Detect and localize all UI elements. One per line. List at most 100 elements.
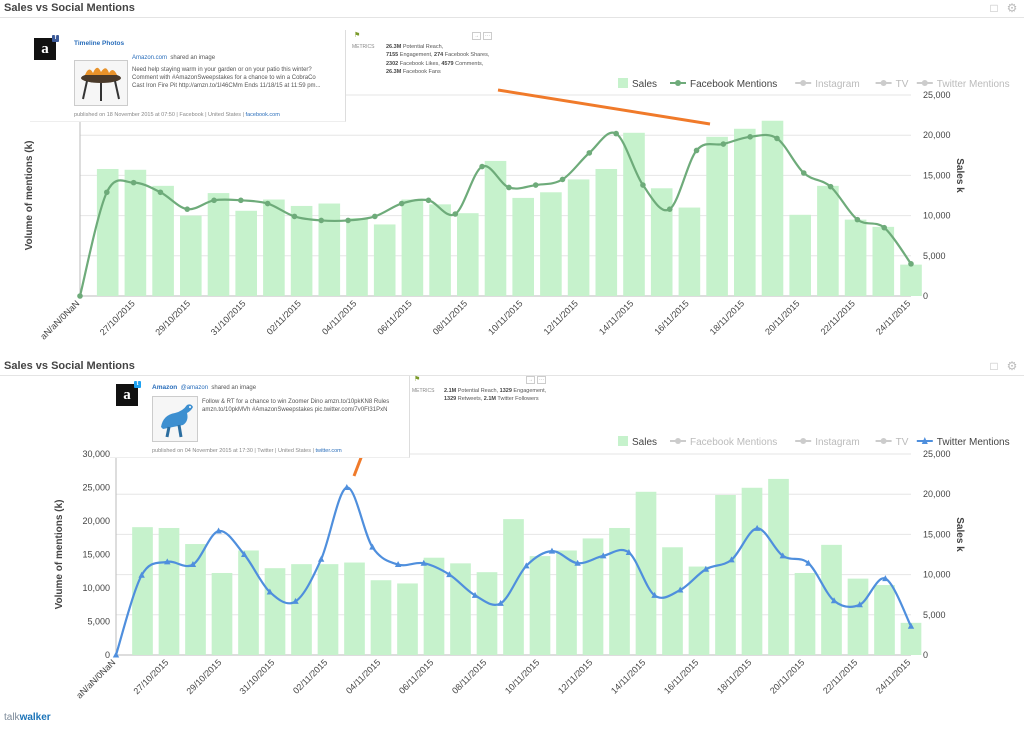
mentions-point: [908, 261, 914, 267]
left-axis-tick-label: 20,000: [82, 516, 110, 526]
sales-bar: [450, 563, 471, 655]
x-axis-tick-label: 16/11/2015: [662, 657, 700, 695]
metrics-line: 7155 Engagement, 274 Facebook Shares,: [386, 52, 490, 59]
mentions-point: [693, 147, 700, 154]
flag-icon[interactable]: ⚑: [414, 376, 421, 383]
x-axis-tick-label: 29/10/2015: [153, 298, 192, 337]
facebook-icon: f: [52, 35, 59, 42]
legend-swatch-sales: [618, 78, 628, 88]
mentions-point: [651, 591, 658, 598]
sales-bar: [185, 544, 206, 655]
legend-label: Twitter Mentions: [937, 79, 1010, 90]
mentions-point: [471, 591, 479, 598]
x-axis-tick-label: 10/11/2015: [503, 657, 541, 695]
right-axis-title: Sales k: [954, 517, 965, 552]
facebook-post-card[interactable]: a f Timeline Photos Amazon.com shared an…: [30, 30, 346, 122]
post-text-line: Cast Iron Fire Pit http://amzn.to/1I46CM…: [132, 83, 321, 90]
sales-bar: [96, 168, 119, 296]
sales-bar: [207, 193, 230, 296]
post-source-link[interactable]: facebook.com: [245, 112, 280, 118]
post-text-line: Need help staying warm in your garden or…: [132, 67, 312, 73]
right-axis-tick-label: 5,000: [923, 251, 946, 261]
x-axis-tick-label: 14/11/2015: [597, 298, 635, 336]
gear-icon[interactable]: ⚙: [1006, 1, 1018, 15]
panel-title: Sales vs Social Mentions: [4, 360, 135, 372]
mentions-point: [157, 189, 164, 196]
gear-icon[interactable]: ⚙: [1006, 359, 1018, 373]
x-axis-tick-label: 16/11/2015: [652, 298, 690, 336]
metrics-text: 26.3M Potential Reach, 7155 Engagement, 2…: [386, 43, 506, 76]
sales-bar: [847, 578, 869, 655]
mentions-point: [548, 547, 556, 554]
comment-icon[interactable]: □: [990, 359, 998, 373]
mentions-point: [189, 561, 197, 568]
sales-bar: [768, 478, 789, 655]
sales-bar: [373, 224, 396, 296]
sales-bar: [662, 547, 683, 655]
metrics-text: 2.1M Potential Reach, 1329 Engagement, 13…: [444, 387, 554, 404]
legend-label: Sales: [632, 79, 657, 90]
twitter-post-card[interactable]: a t Amazon @amazon shared an image Follo…: [110, 376, 410, 458]
sales-bar: [874, 585, 895, 655]
twitter-icon: t: [134, 381, 141, 388]
mentions-point: [452, 211, 459, 217]
left-axis-title: Volume of mentions (k): [54, 500, 65, 610]
legend-marker: [921, 437, 928, 444]
amazon-avatar: a: [34, 38, 56, 60]
metrics-label: METRICS: [412, 388, 435, 394]
post-handle[interactable]: @amazon: [180, 385, 209, 391]
mentions-point: [559, 176, 566, 183]
mentions-point: [104, 189, 110, 196]
x-axis-tick-label: 18/11/2015: [708, 298, 746, 336]
mentions-point: [506, 184, 512, 191]
post-handle[interactable]: Amazon.com: [132, 55, 168, 61]
sales-bar: [678, 207, 701, 296]
mentions-point: [720, 141, 727, 147]
sales-bar: [318, 203, 341, 296]
right-axis-tick-label: 15,000: [923, 529, 951, 539]
post-source-link[interactable]: twitter.com: [315, 448, 342, 454]
post-author[interactable]: Timeline Photos: [74, 40, 125, 47]
flag-icon[interactable]: ⚑: [354, 32, 361, 39]
metrics-line: 2302 Facebook Likes, 4579 Comments,: [386, 60, 484, 67]
share-icon[interactable]: →: [526, 376, 535, 384]
fire-pit-icon[interactable]: [74, 60, 128, 106]
mentions-point: [497, 599, 504, 606]
post-author[interactable]: Amazon: [152, 384, 178, 391]
mentions-point: [446, 571, 453, 578]
more-icon[interactable]: ···: [537, 376, 546, 384]
more-icon[interactable]: ···: [483, 32, 492, 40]
sales-bar: [733, 128, 756, 296]
right-axis-tick-label: 0: [923, 650, 928, 660]
metrics-line: 26.3M Potential Reach,: [386, 44, 444, 50]
mentions-point: [881, 224, 887, 231]
x-axis-tick-label: 18/11/2015: [715, 657, 753, 695]
sales-bar: [900, 264, 922, 296]
legend-label: Twitter Mentions: [937, 437, 1010, 448]
sales-bar: [556, 550, 577, 655]
x-axis-tick-label: 04/11/2015: [344, 657, 382, 695]
left-axis-tick-label: 15,000: [82, 550, 110, 560]
sales-bar: [235, 210, 258, 296]
mentions-point: [753, 524, 761, 531]
comment-icon[interactable]: □: [990, 1, 998, 15]
mentions-point: [266, 588, 274, 595]
right-axis-tick-label: 20,000: [923, 130, 951, 140]
sales-bar: [741, 487, 763, 655]
right-axis-tick-label: 25,000: [923, 449, 951, 459]
sales-bar: [211, 572, 233, 655]
x-axis-tick-label: 24/11/2015: [874, 298, 912, 336]
dinosaur-toy-icon[interactable]: [152, 396, 198, 442]
legend-label: Facebook Mentions: [690, 79, 777, 90]
right-axis-tick-label: 25,000: [923, 90, 951, 100]
share-icon[interactable]: →: [472, 32, 481, 40]
x-axis-tick-label: aN/aN/0NaN: [38, 298, 81, 341]
post-metrics: ⚑ METRICS → ··· 2.1M Potential Reach, 13…: [412, 376, 552, 416]
x-axis-tick-label: 12/11/2015: [556, 657, 594, 695]
sales-bar: [397, 583, 418, 655]
sales-bar: [401, 199, 424, 296]
mentions-point: [774, 135, 780, 142]
mentions-point: [479, 163, 485, 170]
right-axis-tick-label: 10,000: [923, 570, 951, 580]
mentions-point: [420, 559, 427, 566]
